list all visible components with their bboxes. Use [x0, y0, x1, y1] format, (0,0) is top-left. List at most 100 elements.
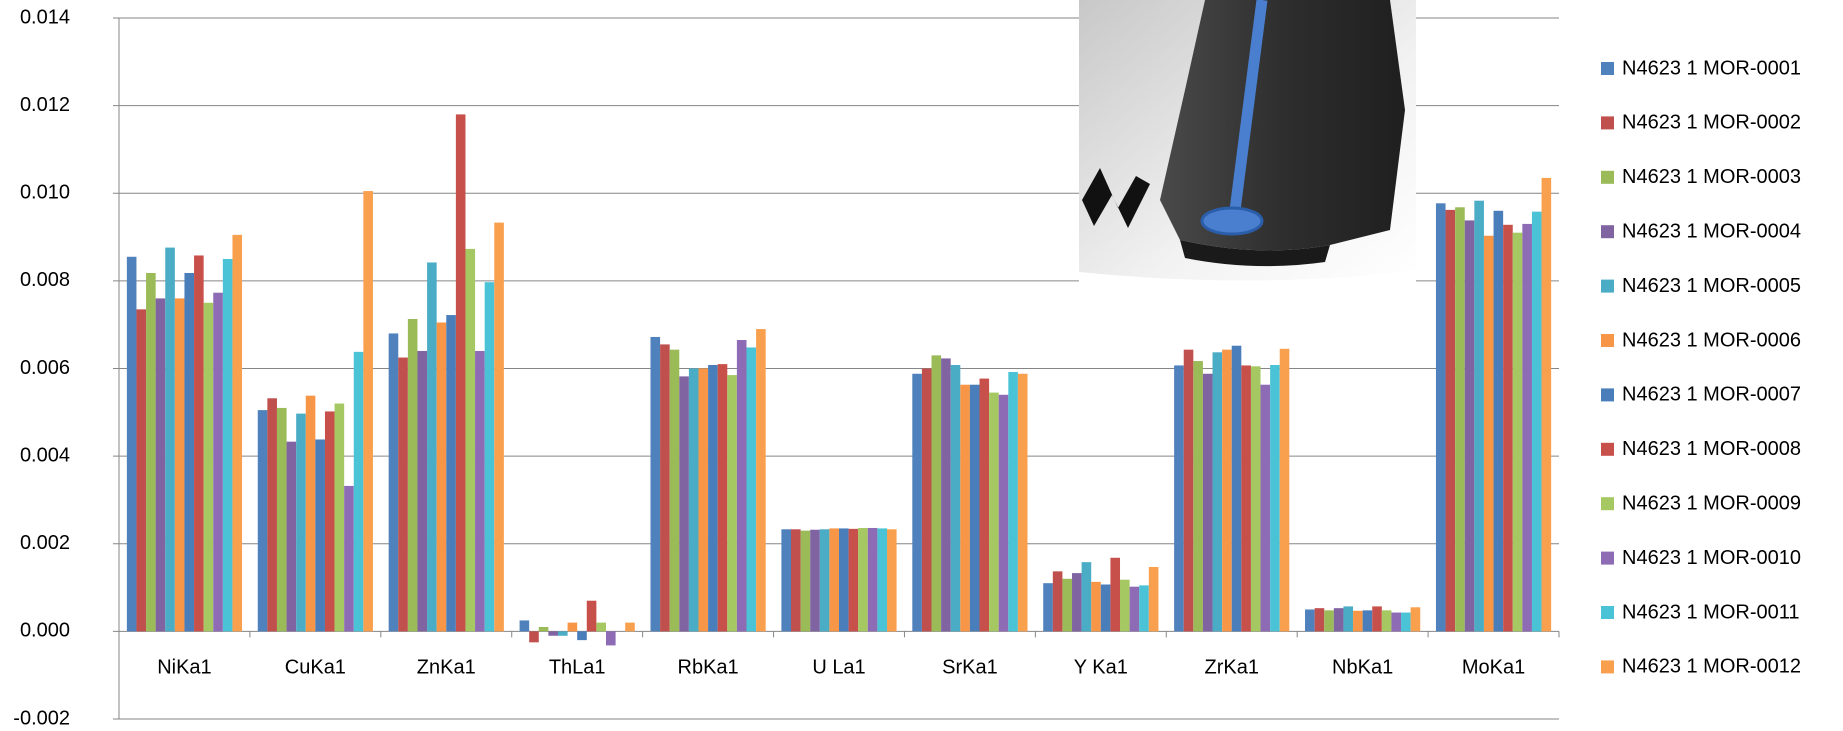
bar: [267, 398, 277, 632]
bar: [1541, 177, 1552, 632]
bar: [213, 292, 223, 632]
bar: [577, 631, 587, 641]
bar: [1410, 607, 1421, 632]
bar: [1081, 562, 1092, 632]
legend-swatch: [1601, 170, 1614, 184]
bar: [436, 322, 447, 632]
scan-spot: [1200, 206, 1264, 236]
bar: [1305, 609, 1315, 632]
bar: [1017, 373, 1028, 632]
bar: [407, 318, 418, 632]
legend-swatch: [1601, 279, 1614, 293]
x-tick-label: U La1: [812, 656, 865, 678]
x-tick-label: ThLa1: [549, 656, 606, 678]
bar: [912, 373, 922, 632]
y-tick-label: 0.010: [20, 182, 70, 204]
y-tick-label: 0.014: [20, 6, 70, 28]
bar: [810, 529, 820, 632]
legend-label: N4623 1 MOR-0003: [1622, 166, 1801, 188]
bar: [1260, 384, 1271, 632]
bar: [1324, 610, 1334, 632]
bar: [931, 355, 942, 632]
rock-base: [1180, 240, 1330, 267]
bar: [465, 248, 476, 632]
y-tick-label: 0.002: [20, 532, 70, 554]
legend-label: N4623 1 MOR-0011: [1622, 601, 1800, 623]
bar: [398, 357, 408, 632]
bar: [669, 349, 680, 632]
legend-swatch: [1601, 551, 1614, 565]
bar: [1174, 365, 1184, 632]
bar: [1503, 224, 1513, 632]
bar: [1455, 207, 1465, 632]
bar: [1474, 200, 1484, 632]
bar: [1183, 349, 1194, 632]
bar: [839, 528, 849, 632]
bar: [222, 258, 233, 632]
bar: [979, 378, 990, 632]
bar: [334, 403, 345, 632]
bar: [791, 529, 801, 632]
bar: [174, 298, 185, 632]
legend-label: N4623 1 MOR-0004: [1622, 220, 1801, 242]
bar: [427, 262, 437, 632]
marking: [1082, 168, 1150, 228]
bar: [1353, 610, 1363, 632]
bar: [727, 375, 737, 632]
bar: [650, 336, 661, 632]
bar: [1120, 579, 1130, 632]
bar: [475, 350, 485, 632]
legend-swatch: [1601, 334, 1614, 347]
bar: [315, 439, 325, 632]
bar: [165, 247, 175, 632]
bar: [1391, 612, 1402, 632]
legend-label: N4623 1 MOR-0001: [1622, 57, 1801, 79]
legend-label: N4623 1 MOR-0006: [1622, 329, 1801, 351]
photo-inset: [1079, 0, 1416, 282]
bar: [1445, 209, 1456, 632]
bar: [1241, 365, 1251, 632]
bar: [1139, 585, 1149, 632]
bar: [548, 631, 558, 636]
legend-swatch: [1601, 442, 1614, 456]
bar: [596, 622, 606, 632]
bar: [276, 407, 287, 632]
bar: [484, 282, 495, 632]
bar: [1333, 608, 1344, 632]
legend-label: N4623 1 MOR-0010: [1622, 547, 1801, 569]
bar: [324, 411, 335, 632]
legend-swatch: [1601, 62, 1614, 75]
bar: [708, 364, 718, 632]
legend-label: N4623 1 MOR-0009: [1622, 492, 1801, 514]
bar: [605, 631, 616, 646]
bar: [819, 529, 830, 632]
bar: [858, 527, 868, 632]
legend-label: N4623 1 MOR-0012: [1622, 656, 1801, 678]
x-tick-label: ZnKa1: [417, 656, 476, 678]
bar: [1129, 586, 1140, 632]
bar: [1250, 366, 1261, 632]
bar: [1072, 573, 1082, 632]
bar: [625, 622, 635, 632]
bar: [344, 485, 354, 632]
legend-swatch: [1601, 388, 1614, 402]
bar: [941, 358, 951, 632]
bar: [660, 344, 670, 632]
bar: [1531, 211, 1542, 632]
bar: [203, 302, 214, 632]
bar: [296, 413, 306, 632]
bar: [494, 222, 504, 632]
legend-label: N4623 1 MOR-0005: [1622, 275, 1801, 297]
legend-label: N4623 1 MOR-0007: [1622, 384, 1801, 406]
bar: [698, 368, 709, 632]
bar: [921, 368, 932, 632]
bar: [1100, 584, 1111, 632]
x-tick-label: NbKa1: [1332, 656, 1393, 678]
bar: [1222, 349, 1232, 632]
bar: [1091, 581, 1101, 632]
photo-edge: [1079, 270, 1416, 282]
bar: [136, 309, 147, 632]
bar: [1343, 606, 1354, 632]
bar: [538, 626, 549, 632]
